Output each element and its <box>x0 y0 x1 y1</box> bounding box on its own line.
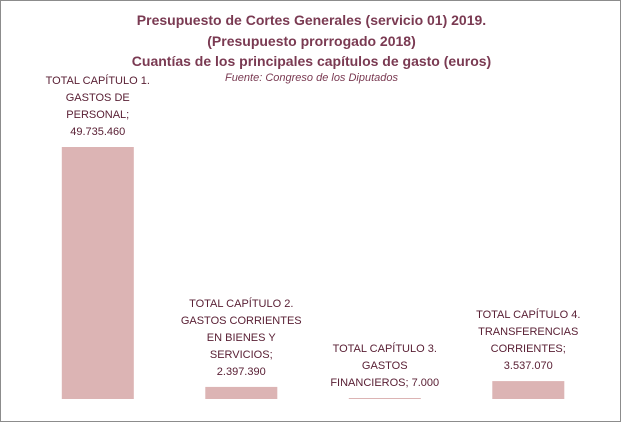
data-label-line: GASTOS <box>361 360 408 372</box>
data-label-line: TOTAL CAPÍTULO 2. <box>189 297 294 310</box>
data-label-capitulo-3: TOTAL CAPÍTULO 3. GASTOS FINANCIEROS; 7.00… <box>325 341 445 392</box>
data-label-line: TRANSFERENCIAS <box>478 326 579 339</box>
bar-capitulo-4 <box>492 381 565 399</box>
chart-title-line-3: Cuantías de los principales capítulos de… <box>131 53 492 69</box>
data-label-line: 3.537.070 <box>503 360 553 373</box>
bar-capitulo-3 <box>348 398 421 399</box>
data-label-capitulo-4: TOTAL CAPÍTULO 4. TRANSFERENCIAS CORRIENTE… <box>463 307 593 375</box>
chart-source-note: Fuente: Congreso de los Diputados <box>224 72 399 84</box>
data-label-line: GASTOS CORRIENTES <box>180 314 302 327</box>
data-label-line: TOTAL CAPÍTULO 1. <box>45 75 150 87</box>
data-label-capitulo-1: TOTAL CAPÍTULO 1. GASTOS DE PERSONAL; 49.73… <box>28 73 168 141</box>
data-label-line: PERSONAL; <box>66 109 130 121</box>
data-label-line: FINANCIEROS; 7.000 <box>330 377 440 389</box>
data-label-line: SERVICIOS; <box>209 348 273 361</box>
bar-capitulo-1 <box>61 147 134 399</box>
data-label-line: CORRIENTES; <box>490 343 566 356</box>
data-label-line: GASTOS DE <box>65 92 130 104</box>
data-label-capitulo-2: TOTAL CAPÍTULO 2. GASTOS CORRIENTES EN BIE… <box>176 296 306 381</box>
data-label-line: 2.397.390 <box>216 365 266 378</box>
data-label-line: EN BIENES Y <box>206 331 276 344</box>
chart-title-line-1: Presupuesto de Cortes Generales (servici… <box>136 12 487 28</box>
data-label-line: TOTAL CAPÍTULO 4. <box>476 309 581 322</box>
bar-capitulo-2 <box>205 386 278 399</box>
data-label-line: TOTAL CAPÍTULO 3. <box>332 343 437 355</box>
data-label-line: 49.735.460 <box>70 126 126 138</box>
chart-title-line-2: (Presupuesto prorrogado 2018) <box>207 33 416 49</box>
